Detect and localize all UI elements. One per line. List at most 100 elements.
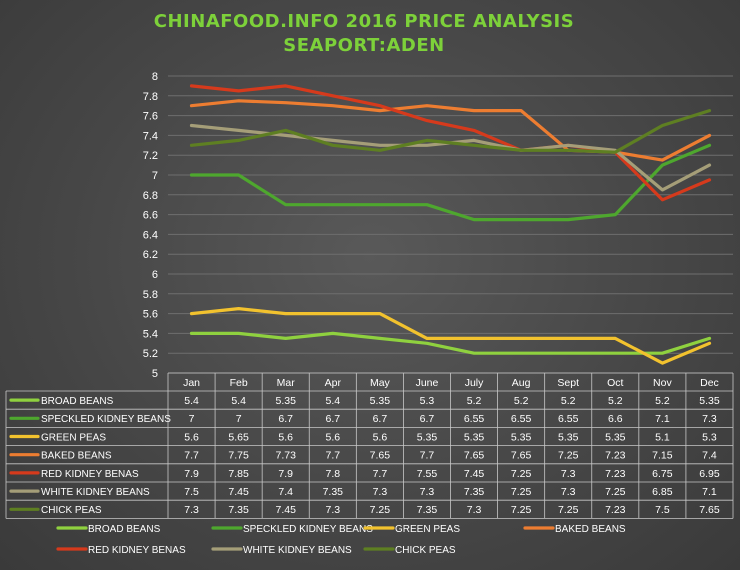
data-label: 7.8 xyxy=(325,468,340,480)
y-tick-label: 6 xyxy=(152,269,158,281)
data-label: 7.4 xyxy=(702,450,717,462)
y-tick-label: 5.4 xyxy=(143,328,158,340)
data-label: 7.85 xyxy=(228,468,249,480)
data-label: 5.35 xyxy=(605,431,626,443)
data-label: 7.25 xyxy=(558,504,579,516)
table-series-name: CHICK PEAS xyxy=(41,505,102,516)
data-label: 7.25 xyxy=(605,486,626,498)
legend-label: WHITE KIDNEY BEANS xyxy=(243,545,352,556)
data-label: 5.2 xyxy=(514,395,529,407)
data-label: 5.4 xyxy=(184,395,199,407)
data-label: 5.6 xyxy=(184,431,199,443)
data-label: 6.7 xyxy=(373,413,388,425)
data-label: 6.7 xyxy=(325,413,340,425)
x-tick-label: Mar xyxy=(277,377,296,389)
table-series-name: BROAD BEANS xyxy=(41,396,114,407)
data-label: 7.25 xyxy=(511,468,532,480)
data-label: 7.9 xyxy=(278,468,293,480)
data-label: 6.95 xyxy=(699,468,720,480)
table-series-name: RED KIDNEY BENAS xyxy=(41,469,139,480)
table-series-name: SPECKLED KIDNEY BEANS xyxy=(41,414,171,425)
data-label: 7.23 xyxy=(605,450,626,462)
data-table: Jan Feb Mar Apr May June July Aug Sept Oct Nov Dec B… xyxy=(5,372,734,519)
y-tick-label: 6.4 xyxy=(143,229,158,241)
data-label: 5.4 xyxy=(231,395,246,407)
data-label: 7.3 xyxy=(420,486,435,498)
data-label: 7.25 xyxy=(511,504,532,516)
y-tick-label: 7.2 xyxy=(143,150,158,162)
series-line-red-kidney-benas xyxy=(189,84,712,202)
x-tick-label: Dec xyxy=(700,377,719,389)
data-label: 7.23 xyxy=(605,468,626,480)
legend: BROAD BEANS SPECKLED KIDNEY BEANS GREEN PE… xyxy=(56,524,626,556)
x-tick-label: July xyxy=(465,377,484,389)
data-label: 7.35 xyxy=(323,486,344,498)
data-label: 5.35 xyxy=(370,395,391,407)
x-tick-label: Feb xyxy=(230,377,248,389)
data-label: 7.3 xyxy=(702,413,717,425)
data-label: 7.7 xyxy=(420,450,435,462)
data-label: 5.35 xyxy=(417,431,438,443)
y-tick-label: 5.8 xyxy=(143,289,158,301)
data-label: 6.6 xyxy=(608,413,623,425)
data-label: 7.7 xyxy=(325,450,340,462)
data-label: 7.25 xyxy=(558,450,579,462)
y-tick-label: 5 xyxy=(152,368,158,380)
data-label: 7.55 xyxy=(417,468,438,480)
data-label: 7.45 xyxy=(275,504,296,516)
data-label: 7 xyxy=(236,413,242,425)
y-tick-label: 7.4 xyxy=(143,130,158,142)
data-label: 7.5 xyxy=(655,504,670,516)
data-label: 7.3 xyxy=(561,468,576,480)
series-line-chick-peas xyxy=(189,108,712,154)
data-label: 5.2 xyxy=(655,395,670,407)
table-series-name: GREEN PEAS xyxy=(41,432,106,443)
data-label: 7.65 xyxy=(370,450,391,462)
table-series-name: WHITE KIDNEY BEANS xyxy=(41,487,150,498)
series-lines xyxy=(189,84,712,365)
chart-subtitle: SEAPORT:ADEN xyxy=(283,35,444,56)
data-label: 7 xyxy=(189,413,195,425)
data-label: 7.73 xyxy=(275,450,296,462)
data-label: 7.3 xyxy=(184,504,199,516)
data-label: 6.7 xyxy=(420,413,435,425)
legend-label: BROAD BEANS xyxy=(88,524,161,535)
legend-label: CHICK PEAS xyxy=(395,545,456,556)
series-line-speckled-kidney-beans xyxy=(189,143,712,222)
y-tick-label: 6.6 xyxy=(143,210,158,222)
data-label: 7.3 xyxy=(325,504,340,516)
data-label: 7.7 xyxy=(184,450,199,462)
data-label: 7.75 xyxy=(228,450,249,462)
data-label: 5.2 xyxy=(467,395,482,407)
data-label: 5.65 xyxy=(228,431,249,443)
x-tick-label: June xyxy=(416,377,439,389)
x-tick-label: Sept xyxy=(557,377,579,389)
x-tick-label: Apr xyxy=(325,377,342,389)
data-label: 5.3 xyxy=(420,395,435,407)
data-label: 7.65 xyxy=(699,504,720,516)
data-label: 5.35 xyxy=(275,395,296,407)
data-label: 5.35 xyxy=(558,431,579,443)
series-line-broad-beans xyxy=(189,331,712,355)
data-label: 5.6 xyxy=(373,431,388,443)
data-label: 5.6 xyxy=(278,431,293,443)
data-label: 7.1 xyxy=(702,486,717,498)
data-label: 5.6 xyxy=(325,431,340,443)
data-label: 5.4 xyxy=(325,395,340,407)
data-label: 5.1 xyxy=(655,431,670,443)
data-label: 7.9 xyxy=(184,468,199,480)
data-label: 7.35 xyxy=(464,486,485,498)
data-label: 6.7 xyxy=(278,413,293,425)
data-label: 7.65 xyxy=(511,450,532,462)
legend-label: GREEN PEAS xyxy=(395,524,460,535)
gridlines xyxy=(168,75,733,374)
x-tick-label: Oct xyxy=(607,377,623,389)
data-label: 6.55 xyxy=(558,413,579,425)
data-label: 7.25 xyxy=(370,504,391,516)
y-tick-label: 7 xyxy=(152,170,158,182)
y-axis: 5 5.2 5.4 5.6 5.8 6 6.2 6.4 6.6 6.8 7 7.2 7.4 7.6 7.8 8 xyxy=(143,71,158,380)
data-label: 7.35 xyxy=(228,504,249,516)
y-tick-label: 8 xyxy=(152,71,158,83)
data-label: 7.4 xyxy=(278,486,293,498)
